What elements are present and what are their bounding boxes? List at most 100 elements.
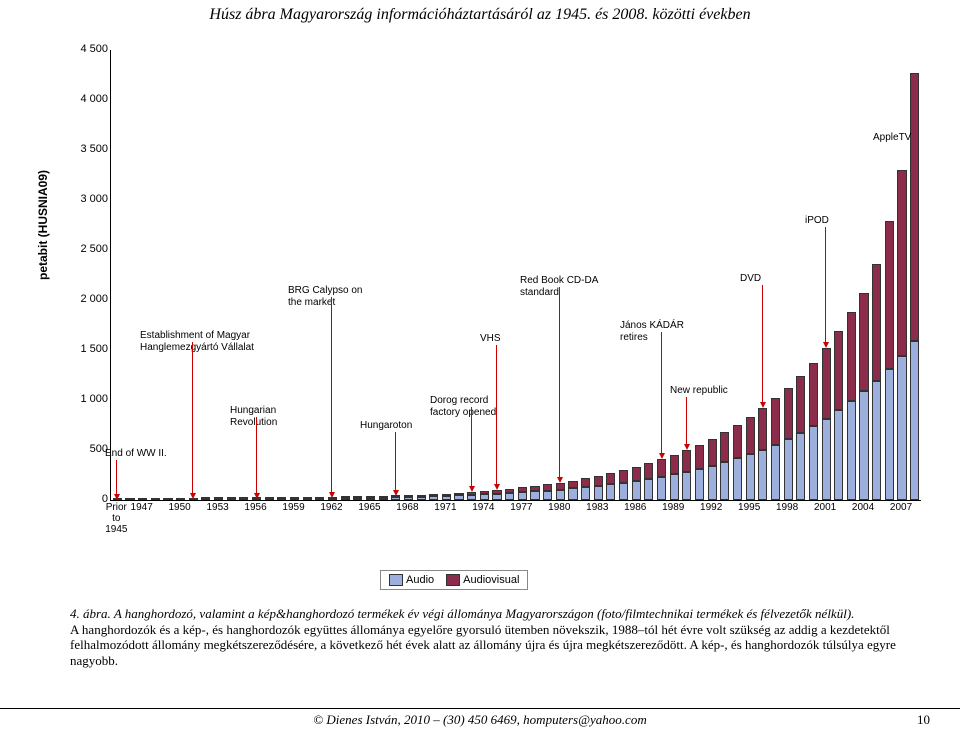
bar (796, 376, 805, 500)
bar (252, 499, 261, 500)
page-number: 10 (917, 712, 930, 728)
bar (530, 486, 539, 500)
bar (214, 499, 223, 500)
annotation: End of WW II. (105, 448, 167, 460)
bar (695, 445, 704, 501)
footer: © Dienes István, 2010 – (30) 450 6469, h… (0, 708, 960, 728)
chart-container: petabit (HUSNIA09) End of WW II.Establis… (30, 40, 930, 560)
figure-caption: 4. ábra. A hanghordozó, valamint a kép&h… (70, 606, 910, 668)
bar (784, 388, 793, 500)
plot-area: End of WW II.Establishment of Magyar Han… (110, 50, 920, 500)
bar (720, 432, 729, 500)
bar (265, 499, 274, 500)
figure-title: A hanghordozó, valamint a kép&hanghordoz… (114, 606, 855, 621)
x-tick: 1962 (316, 502, 346, 513)
bar (227, 499, 236, 500)
bar (670, 455, 679, 500)
bars-layer (110, 50, 921, 501)
y-tick: 4 000 (70, 93, 108, 105)
annotation: Hungarian Revolution (230, 405, 300, 428)
annotation: VHS (480, 333, 501, 345)
x-tick: 1998 (772, 502, 802, 513)
x-tick: 1950 (165, 502, 195, 513)
annotation: BRG Calypso on the market (288, 285, 368, 308)
bar (809, 363, 818, 500)
x-tick: 1968 (392, 502, 422, 513)
x-tick: 1974 (468, 502, 498, 513)
bar (746, 417, 755, 500)
legend-label-audiovisual: Audiovisual (463, 574, 519, 586)
bar (644, 463, 653, 500)
bar (594, 476, 603, 500)
x-tick: 1995 (734, 502, 764, 513)
bar (391, 496, 400, 500)
bar (822, 348, 831, 500)
y-tick: 1 500 (70, 343, 108, 355)
legend-label-audio: Audio (406, 574, 434, 586)
bar (708, 439, 717, 500)
x-tick: 2007 (886, 502, 916, 513)
bar (619, 470, 628, 500)
x-tick: 2001 (810, 502, 840, 513)
x-tick: 1989 (658, 502, 688, 513)
bar (733, 425, 742, 500)
bar (290, 498, 299, 500)
annotation: Hungaroton (360, 420, 412, 432)
bar (897, 170, 906, 500)
bar (201, 499, 210, 500)
bar (151, 500, 160, 501)
y-tick: 1 000 (70, 393, 108, 405)
x-tick: 1965 (354, 502, 384, 513)
annotation: AppleTV (873, 132, 911, 144)
bar (366, 497, 375, 500)
bar (606, 473, 615, 500)
annotation: New republic (670, 385, 750, 397)
bar (417, 495, 426, 500)
x-tick: 1983 (582, 502, 612, 513)
figure-body: A hanghordozók és a kép-, és hanghordozó… (70, 622, 896, 668)
x-tick: 1956 (241, 502, 271, 513)
bar (277, 499, 286, 501)
document-title: Húsz ábra Magyarország információháztart… (0, 0, 960, 24)
bar (404, 495, 413, 500)
bar (176, 499, 185, 500)
swatch-audio (389, 574, 403, 586)
x-tick: 2004 (848, 502, 878, 513)
legend-item-audiovisual: Audiovisual (446, 574, 519, 586)
bar (543, 484, 552, 500)
bar (303, 498, 312, 500)
bar (834, 331, 843, 500)
x-tick: 1947 (127, 502, 157, 513)
bar (556, 483, 565, 501)
page: Húsz ábra Magyarország információháztart… (0, 0, 960, 736)
annotation: iPOD (805, 215, 829, 227)
x-tick: 1980 (544, 502, 574, 513)
x-tick: 1959 (279, 502, 309, 513)
bar (885, 221, 894, 500)
bar (429, 494, 438, 500)
bar (379, 496, 388, 500)
bar (189, 499, 198, 500)
legend-item-audio: Audio (389, 574, 434, 586)
x-axis: Priorto194519471950195319561959196219651… (110, 502, 920, 540)
bar (847, 312, 856, 500)
bar (518, 487, 527, 500)
x-tick: 1992 (696, 502, 726, 513)
bar (581, 478, 590, 500)
bar (480, 491, 489, 500)
figure-number: 4. ábra. (70, 606, 111, 621)
bar (657, 459, 666, 500)
y-tick: 4 500 (70, 43, 108, 55)
bar (239, 499, 248, 500)
y-tick: 3 000 (70, 193, 108, 205)
bar (163, 499, 172, 500)
annotation: Establishment of Magyar Hanglemezgyártó … (140, 330, 260, 353)
bar (632, 467, 641, 500)
bar (467, 492, 476, 500)
swatch-audiovisual (446, 574, 460, 586)
bar (341, 497, 350, 500)
y-axis-label: petabit (HUSNIA09) (36, 170, 50, 280)
y-tick: 500 (70, 443, 108, 455)
y-tick: 3 500 (70, 143, 108, 155)
bar (682, 450, 691, 500)
